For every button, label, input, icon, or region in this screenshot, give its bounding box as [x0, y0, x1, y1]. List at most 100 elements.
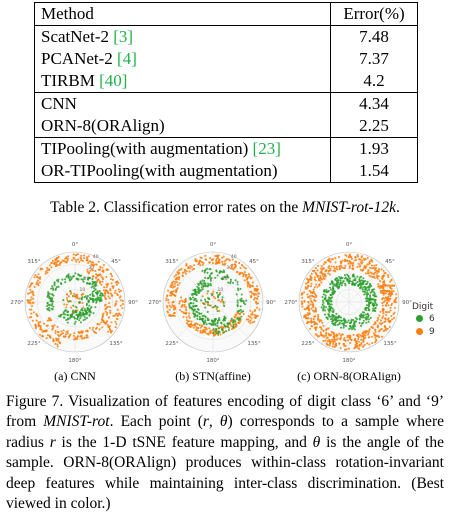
- scatter-point: [92, 261, 95, 264]
- scatter-point: [199, 280, 202, 283]
- scatter-point: [185, 306, 188, 309]
- citation-link[interactable]: [3]: [113, 27, 134, 46]
- scatter-point: [172, 285, 175, 288]
- scatter-point: [49, 299, 52, 303]
- scatter-point: [354, 316, 357, 320]
- scatter-point: [46, 304, 49, 308]
- scatter-point: [201, 263, 204, 266]
- scatter-point: [91, 283, 94, 286]
- scatter-point: [219, 326, 222, 329]
- scatter-point: [202, 285, 205, 288]
- scatter-point: [381, 308, 385, 311]
- scatter-point: [32, 291, 35, 294]
- scatter-point: [48, 317, 51, 320]
- subplot-caption-a: (a) CNN: [54, 369, 96, 383]
- angle-tick-label: 180°: [206, 358, 219, 364]
- scatter-point: [322, 275, 325, 278]
- scatter-point: [33, 276, 36, 279]
- scatter-point: [108, 297, 111, 300]
- scatter-point: [351, 264, 354, 267]
- scatter-point: [239, 267, 242, 270]
- scatter-point: [377, 283, 380, 286]
- scatter-point: [221, 329, 224, 332]
- citation-link[interactable]: [4]: [117, 49, 137, 68]
- scatter-point: [344, 344, 347, 348]
- scatter-point: [81, 307, 84, 310]
- scatter-point: [250, 276, 253, 279]
- scatter-point: [310, 307, 313, 310]
- scatter-point: [371, 309, 374, 312]
- scatter-point: [250, 317, 253, 320]
- citation-link[interactable]: [40]: [99, 71, 128, 90]
- scatter-point: [237, 310, 240, 313]
- scatter-point: [90, 263, 93, 266]
- scatter-point: [117, 314, 120, 317]
- scatter-point: [353, 325, 356, 328]
- scatter-point: [357, 335, 360, 339]
- scatter-point: [235, 271, 238, 274]
- scatter-point: [386, 327, 389, 330]
- scatter-point: [170, 314, 173, 317]
- scatter-point: [367, 306, 370, 310]
- scatter-point: [192, 309, 195, 312]
- scatter-point: [72, 334, 75, 337]
- scatter-point: [320, 319, 323, 322]
- scatter-point: [352, 279, 355, 282]
- scatter-point: [339, 260, 342, 263]
- scatter-point: [72, 304, 75, 307]
- scatter-point: [114, 291, 117, 294]
- table-row: TIRBM [40] 4.2: [35, 70, 418, 93]
- scatter-point: [200, 283, 203, 286]
- scatter-point: [231, 281, 235, 284]
- scatter-point: [72, 253, 75, 256]
- polar-plot-stn: 0° 45° 90° 135° 180° 225° 270° 315° 10 20 30 40: [148, 242, 276, 364]
- scatter-point: [348, 327, 351, 330]
- scatter-point: [368, 328, 371, 331]
- scatter-point: [342, 326, 345, 329]
- scatter-point: [216, 324, 219, 327]
- scatter-point: [247, 318, 250, 321]
- scatter-point: [332, 310, 335, 314]
- scatter-point: [316, 269, 319, 272]
- scatter-point: [325, 291, 328, 294]
- scatter-point: [339, 279, 342, 282]
- scatter-point: [80, 259, 83, 262]
- scatter-point: [394, 301, 398, 304]
- scatter-point: [188, 303, 191, 306]
- scatter-point: [67, 274, 70, 277]
- scatter-point: [251, 284, 254, 287]
- scatter-point: [69, 292, 72, 295]
- angle-tick-label: 45°: [111, 259, 121, 265]
- scatter-point: [83, 254, 86, 257]
- method-cell: CNN: [34, 92, 331, 115]
- scatter-point: [61, 278, 64, 281]
- scatter-point: [304, 308, 307, 311]
- scatter-point: [236, 283, 239, 286]
- scatter-point: [185, 270, 188, 273]
- scatter-point: [348, 266, 351, 270]
- scatter-point: [329, 269, 332, 272]
- scatter-point: [327, 303, 330, 306]
- scatter-point: [310, 291, 313, 294]
- scatter-point: [53, 284, 56, 287]
- scatter-point: [225, 276, 228, 279]
- scatter-point: [243, 271, 247, 274]
- scatter-point: [364, 267, 367, 270]
- scatter-point: [34, 327, 37, 330]
- scatter-point: [112, 314, 115, 318]
- citation-link[interactable]: [23]: [252, 139, 281, 158]
- scatter-point: [198, 289, 201, 292]
- scatter-point: [313, 286, 316, 289]
- scatter-point: [97, 260, 100, 263]
- scatter-point: [336, 277, 339, 280]
- scatter-point: [387, 275, 390, 279]
- scatter-point: [187, 323, 190, 326]
- angle-tick-label: 315°: [165, 259, 178, 265]
- scatter-point: [350, 256, 353, 259]
- scatter-point: [31, 319, 34, 322]
- scatter-point: [360, 255, 363, 258]
- scatter-point: [213, 320, 216, 323]
- scatter-point: [39, 268, 42, 271]
- scatter-point: [81, 311, 85, 314]
- scatter-point: [109, 311, 112, 315]
